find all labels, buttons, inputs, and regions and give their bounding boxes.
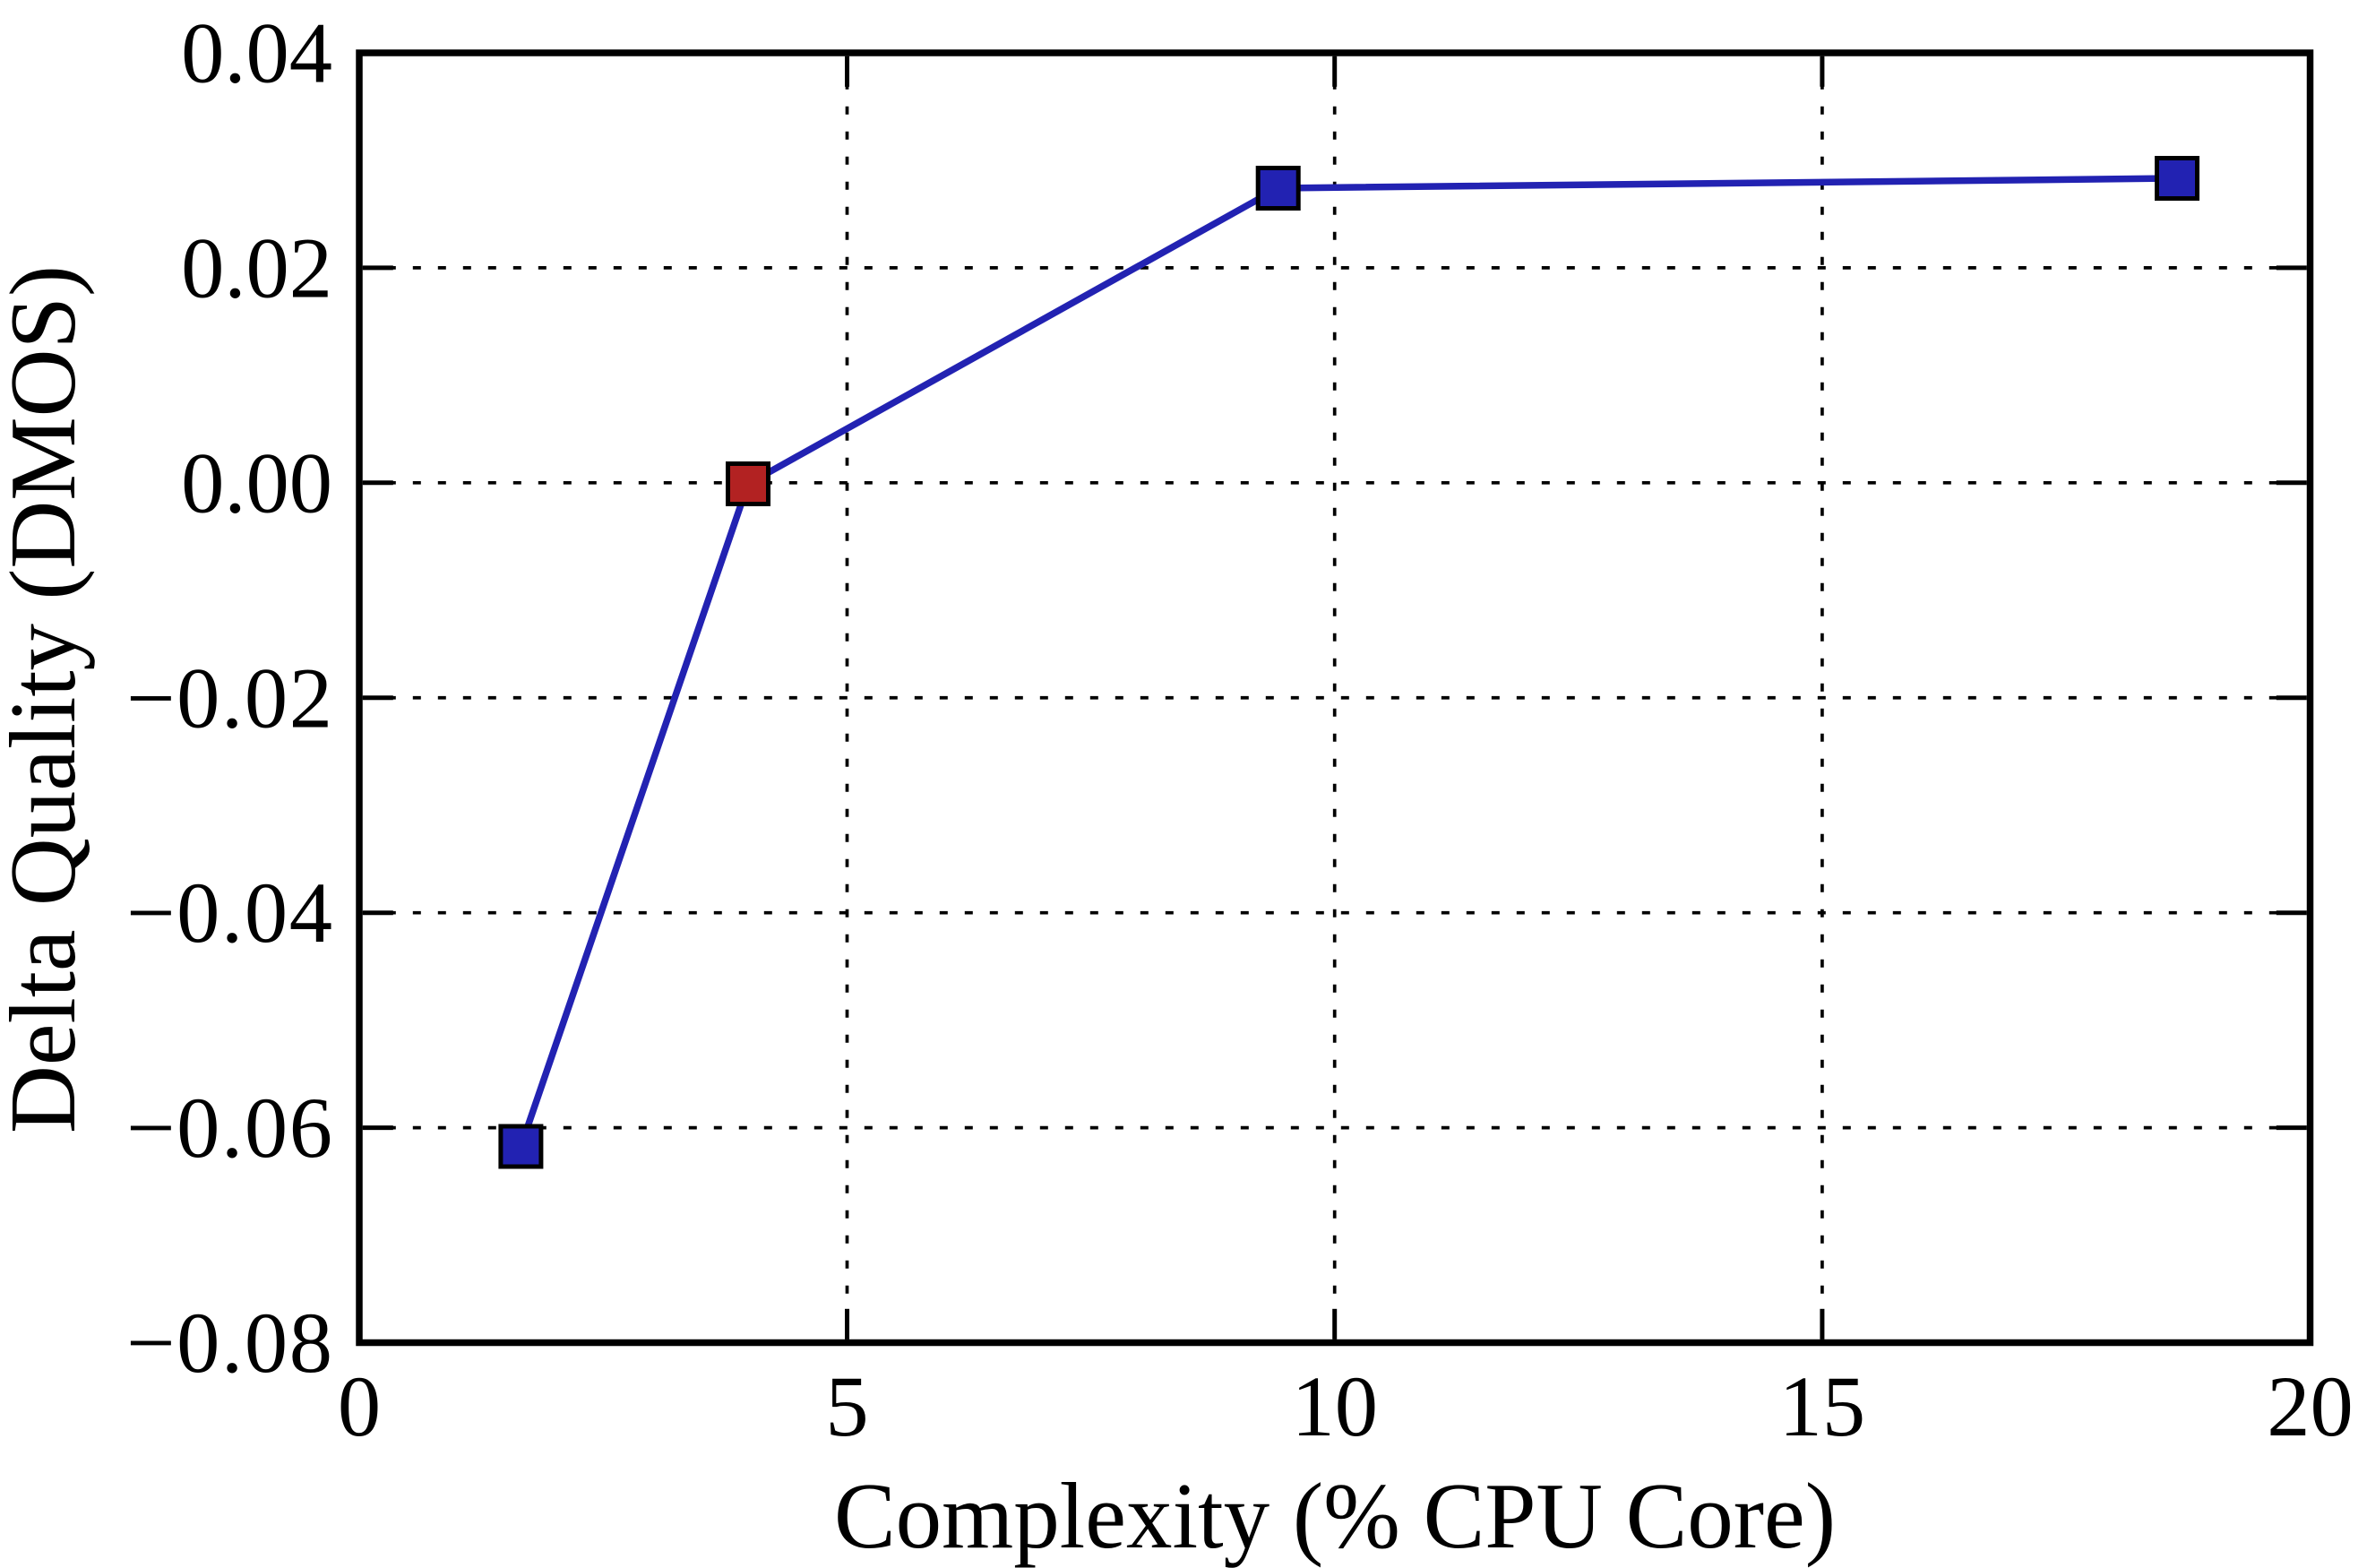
svg-text:0: 0 bbox=[338, 1358, 381, 1454]
svg-text:0.02: 0.02 bbox=[181, 220, 332, 315]
svg-text:10: 10 bbox=[1291, 1358, 1378, 1454]
svg-text:−0.06: −0.06 bbox=[126, 1080, 332, 1176]
svg-text:−0.08: −0.08 bbox=[126, 1295, 332, 1391]
svg-text:20: 20 bbox=[2267, 1358, 2354, 1454]
svg-text:0.04: 0.04 bbox=[181, 5, 332, 101]
svg-text:Complexity (% CPU Core): Complexity (% CPU Core) bbox=[834, 1463, 1836, 1568]
svg-text:5: 5 bbox=[825, 1358, 868, 1454]
svg-text:15: 15 bbox=[1779, 1358, 1866, 1454]
svg-text:−0.02: −0.02 bbox=[126, 650, 332, 745]
svg-text:Delta Quality (DMOS): Delta Quality (DMOS) bbox=[0, 265, 95, 1133]
svg-text:−0.04: −0.04 bbox=[126, 865, 332, 961]
svg-text:0.00: 0.00 bbox=[181, 435, 332, 530]
